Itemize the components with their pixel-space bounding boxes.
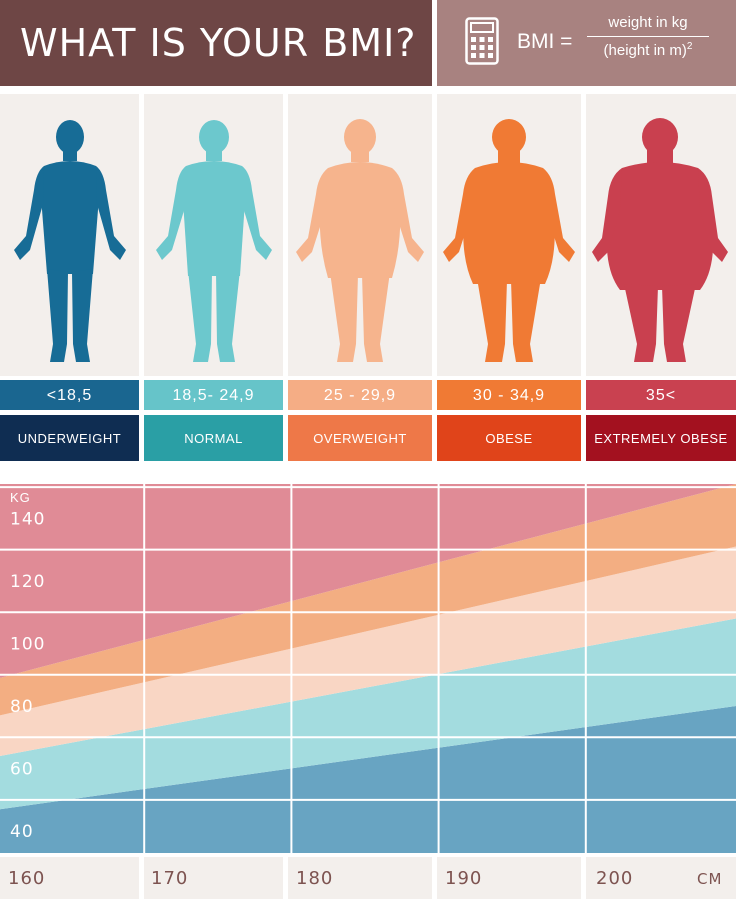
y-tick-label: 120 (10, 572, 45, 592)
range-overweight: 25 - 29,9 (288, 380, 432, 410)
figure-panel-normal (144, 94, 283, 376)
range-extremely-obese: 35< (586, 380, 736, 410)
x-tick-label: 160 (8, 868, 46, 889)
figure-shape (14, 120, 126, 362)
extremely-obese-figure-icon (592, 118, 728, 362)
calculator-icon (465, 17, 499, 65)
category-underweight: UNDERWEIGHT (0, 415, 139, 461)
x-tick-label: 200 (596, 868, 634, 889)
bmi-weight-height-chart: KG 40 60 80 100 120 140 (0, 484, 736, 853)
x-axis: 160 170 180 190 200 CM (0, 857, 736, 899)
x-axis-cell (288, 857, 432, 899)
normal-figure-icon (156, 120, 272, 362)
y-axis-unit: KG (10, 490, 31, 505)
underweight-figure-icon (14, 120, 126, 362)
y-axis-ticks: 40 60 80 100 120 140 (10, 509, 45, 842)
chart-bands (0, 484, 736, 853)
category-obese: OBESE (437, 415, 581, 461)
figure-shape (443, 119, 575, 362)
body-figures (0, 94, 736, 376)
band-underweight (0, 706, 736, 853)
figure-panel-extremely-obese (586, 94, 736, 376)
bmi-category-row: UNDERWEIGHT NORMAL OVERWEIGHT OBESE EXTR… (0, 415, 736, 461)
x-axis-cell (0, 857, 139, 899)
formula-denominator-wrap: (height in m)2 (585, 37, 711, 59)
bmi-formula: weight in kg (height in m)2 (585, 14, 711, 59)
figure-shape (296, 119, 424, 362)
bmi-range-row: <18,5 18,5- 24,9 25 - 29,9 30 - 34,9 35< (0, 380, 736, 410)
band-obese (0, 484, 736, 716)
figure-panel-overweight (288, 94, 432, 376)
formula-exponent: 2 (686, 41, 693, 52)
y-tick-label: 80 (10, 697, 34, 717)
x-axis-cell (144, 857, 283, 899)
bmi-label: BMI = (517, 30, 573, 53)
range-obese: 30 - 34,9 (437, 380, 581, 410)
y-tick-label: 100 (10, 634, 45, 654)
range-normal: 18,5- 24,9 (144, 380, 283, 410)
band-normal (0, 618, 736, 810)
figure-shape (592, 118, 728, 362)
title-banner: WHAT IS YOUR BMI? (0, 0, 432, 86)
range-underweight: <18,5 (0, 380, 139, 410)
band-overweight (0, 546, 736, 757)
page-title: WHAT IS YOUR BMI? (20, 21, 417, 65)
x-axis-cell (586, 857, 736, 899)
x-axis-unit: CM (697, 870, 723, 888)
fraction-bar (587, 36, 709, 37)
formula-numerator: weight in kg (608, 14, 688, 31)
obese-figure-icon (443, 119, 575, 362)
x-tick-label: 180 (296, 868, 334, 889)
category-extremely-obese: EXTREMELY OBESE (586, 415, 736, 461)
x-tick-label: 170 (151, 868, 189, 889)
figure-shape (156, 120, 272, 362)
overweight-figure-icon (296, 119, 424, 362)
formula-denominator: (height in m) (603, 42, 687, 59)
category-overweight: OVERWEIGHT (288, 415, 432, 461)
y-tick-label: 40 (10, 822, 34, 842)
x-axis-cell (437, 857, 581, 899)
figure-panel-underweight (0, 94, 139, 376)
y-tick-label: 140 (10, 509, 45, 529)
figure-panel-obese (437, 94, 581, 376)
formula-banner: BMI = weight in kg (height in m)2 (437, 0, 736, 86)
band-extremely-obese (0, 484, 736, 678)
chart-grid (0, 484, 736, 853)
x-tick-label: 190 (445, 868, 483, 889)
category-normal: NORMAL (144, 415, 283, 461)
y-tick-label: 60 (10, 760, 34, 780)
